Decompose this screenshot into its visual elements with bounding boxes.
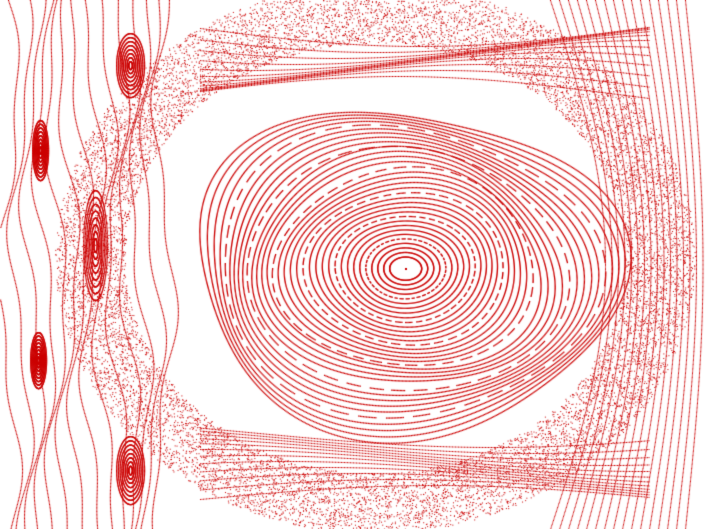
plot-area bbox=[0, 0, 727, 529]
phase-portrait-canvas bbox=[0, 0, 727, 529]
